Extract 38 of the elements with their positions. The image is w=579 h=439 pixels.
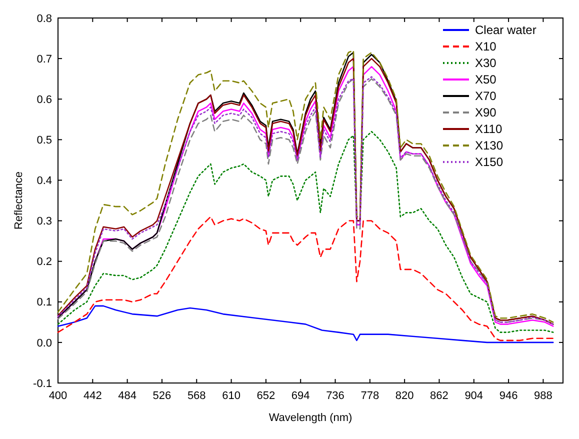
y-tick-label: 0.3 (36, 216, 52, 228)
y-tick-label: 0.6 (36, 94, 52, 106)
line-series (57, 305, 554, 344)
x-tick-label: 526 (152, 390, 172, 402)
x-tick-label: 778 (360, 390, 380, 402)
legend-label: X90 (475, 106, 497, 120)
legend-label: X30 (475, 56, 497, 70)
x-tick-label: 568 (187, 390, 206, 402)
legend-label: X110 (475, 122, 502, 136)
x-tick-label: 694 (291, 390, 310, 402)
x-axis-title: Wavelength (nm) (268, 412, 352, 424)
y-tick-label: 0.1 (36, 296, 52, 309)
x-tick-label: 820 (395, 390, 414, 402)
y-tick-label: 0.0 (36, 337, 52, 350)
x-tick-label: 400 (48, 390, 68, 402)
y-tick-label: 0.5 (36, 134, 52, 147)
legend-label: X150 (475, 155, 504, 170)
x-tick-label: 904 (464, 390, 484, 402)
x-tick-label: 946 (499, 390, 518, 402)
x-tick-label: 652 (256, 390, 276, 402)
legend-label: X70 (475, 89, 497, 104)
y-tick-label: 0.2 (36, 256, 52, 268)
y-tick-label: 0.8 (36, 12, 52, 25)
legend-label: X130 (475, 138, 504, 153)
y-axis-title: Reflectance (13, 171, 25, 230)
x-tick-label: 988 (534, 390, 552, 402)
y-tick-label: 0.7 (36, 53, 52, 66)
legend-label: X10 (475, 40, 497, 54)
legend-label: X50 (475, 72, 497, 87)
x-tick-label: 484 (118, 390, 136, 402)
x-tick-label: 442 (83, 390, 102, 402)
y-tick-label: 0.4 (36, 175, 52, 188)
line-series (57, 216, 554, 342)
x-tick-label: 610 (222, 390, 240, 402)
legend-label: Clear water (475, 23, 536, 38)
x-tick-label: 736 (326, 390, 344, 402)
x-tick-label: 862 (430, 390, 448, 402)
y-tick-label: -0.1 (33, 378, 52, 390)
